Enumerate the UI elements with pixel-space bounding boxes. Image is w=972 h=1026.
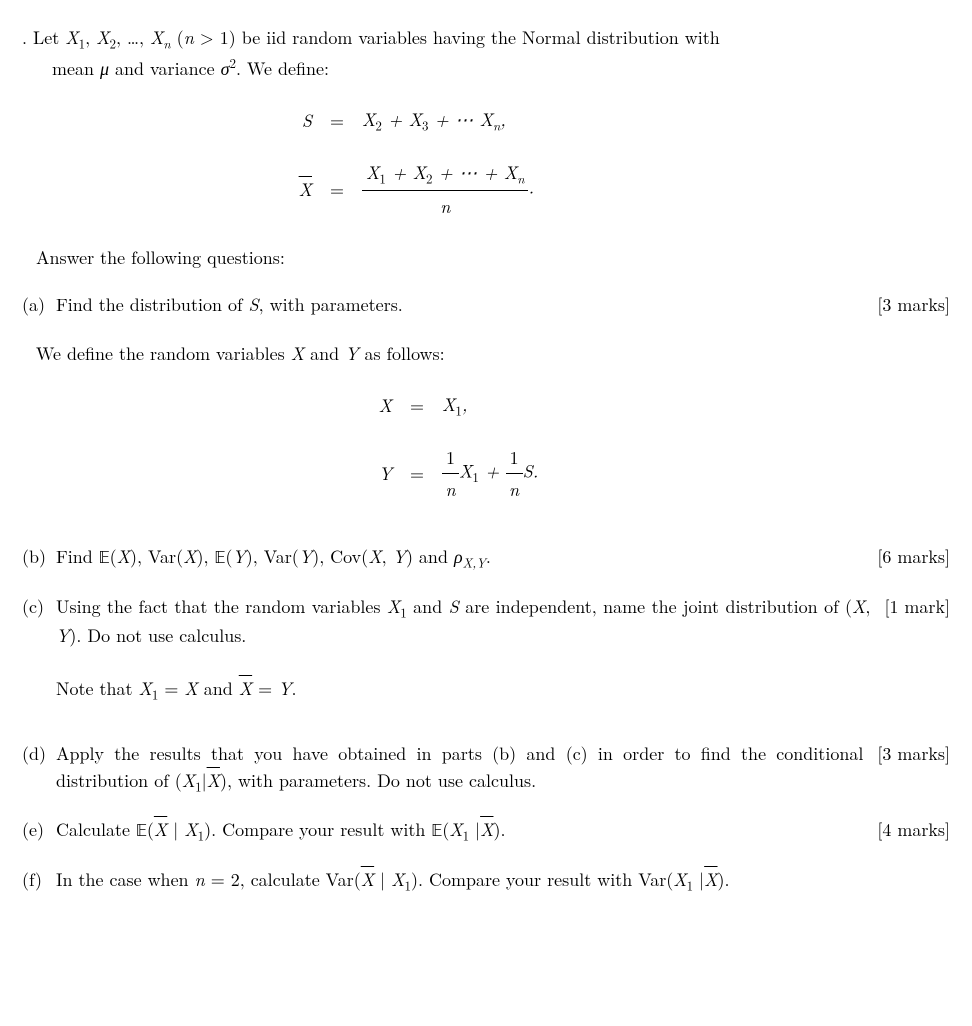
equals-sign: = xyxy=(410,460,424,487)
part-d: (d) Apply the results that you have obta… xyxy=(22,740,950,796)
note-x1-xbar: Note that X1 = X and X = Y. xyxy=(56,675,950,704)
answer-following: Answer the following questions: xyxy=(22,244,950,271)
lead-prefix: . xyxy=(22,25,33,50)
equals-sign: = xyxy=(330,176,344,203)
part-a: (a) Find the distribution of S, with par… xyxy=(22,291,950,318)
part-a-body: Find the distribution of S, with paramet… xyxy=(56,291,863,318)
part-b-body: Find 𝔼(X), Var(X), 𝔼(Y), Var(Y), Cov(X, … xyxy=(56,543,863,573)
eqn-block-2: X = X1, Y = 1nX1 + 1nS. xyxy=(22,391,950,503)
equals-sign: = xyxy=(330,107,344,134)
define-xy: We define the random variables X and Y a… xyxy=(22,340,950,367)
lead-line1: Let X1, X2, …, Xn (n > 1) be iid random … xyxy=(33,25,720,50)
part-a-label: (a) xyxy=(22,291,56,318)
eqn-Y-lhs: Y xyxy=(342,460,392,487)
part-e: (e) Calculate 𝔼(X | X1). Compare your re… xyxy=(22,816,950,846)
eqn-X: X = X1, xyxy=(22,391,950,420)
eqn-S-lhs: S xyxy=(262,107,312,134)
part-c: (c) Using the fact that the random varia… xyxy=(22,593,950,649)
part-b-label: (b) xyxy=(22,543,56,570)
part-e-label: (e) xyxy=(22,816,56,843)
eqn-Xbar: X = X1 + X2 + ⋯ + Xn n . xyxy=(22,159,950,220)
part-e-marks: [4 marks] xyxy=(877,816,950,843)
lead-line2: mean μ and variance σ2. We define: xyxy=(22,53,950,82)
part-a-marks: [3 marks] xyxy=(877,291,950,318)
part-c-marks: [1 mark] xyxy=(884,593,950,620)
part-b-marks: [6 marks] xyxy=(877,543,950,570)
eqn-X-lhs: X xyxy=(342,392,392,419)
part-f-body: In the case when n = 2, calculate Var(X … xyxy=(56,866,950,895)
eqn-S: S = X2 + X3 + ⋯ Xn, xyxy=(22,106,950,135)
eqn-S-rhs: X2 + X3 + ⋯ Xn, xyxy=(362,106,506,135)
part-e-body: Calculate 𝔼(X | X1). Compare your result… xyxy=(56,816,863,846)
part-d-label: (d) xyxy=(22,740,56,767)
eqn-Y-rhs: 1nX1 + 1nS. xyxy=(442,444,538,503)
equals-sign: = xyxy=(410,392,424,419)
part-f-label: (f) xyxy=(22,866,56,893)
eqn-Xbar-lhs: X xyxy=(262,176,312,203)
eqn-Y: Y = 1nX1 + 1nS. xyxy=(22,444,950,503)
part-c-body: Using the fact that the random variables… xyxy=(56,593,870,649)
part-f: (f) In the case when n = 2, calculate Va… xyxy=(22,866,950,895)
eqn-Xbar-rhs: X1 + X2 + ⋯ + Xn n . xyxy=(362,159,534,220)
problem-preamble: . Let X1, X2, …, Xn (n > 1) be iid rando… xyxy=(22,24,950,82)
part-b: (b) Find 𝔼(X), Var(X), 𝔼(Y), Var(Y), Cov… xyxy=(22,543,950,573)
eqn-block-1: S = X2 + X3 + ⋯ Xn, X = X1 + X2 + ⋯ + Xn… xyxy=(22,106,950,220)
part-c-label: (c) xyxy=(22,593,56,620)
part-d-body: Apply the results that you have obtained… xyxy=(56,740,863,796)
eqn-X-rhs: X1, xyxy=(442,391,467,420)
part-d-marks: [3 marks] xyxy=(877,740,950,767)
